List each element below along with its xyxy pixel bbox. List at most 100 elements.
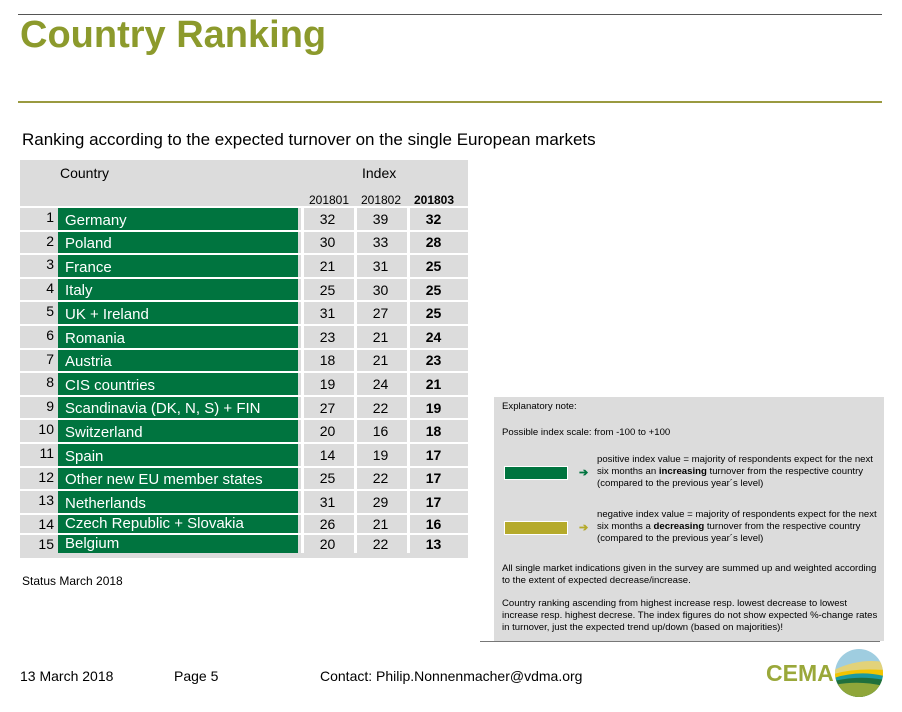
country-name: Other new EU member states: [58, 467, 298, 490]
index-value: 27: [354, 302, 404, 324]
index-value: 24: [354, 373, 404, 395]
index-value: 13: [407, 534, 457, 553]
country-name: Poland: [58, 231, 298, 254]
arrow-right-icon: ➔: [579, 522, 589, 534]
index-value: 21: [301, 255, 351, 277]
rank: 5: [46, 303, 54, 320]
index-value: 28: [407, 231, 457, 254]
index-value: 17: [407, 491, 457, 513]
rank: 11: [39, 445, 54, 461]
explanatory-note: Explanatory note: Possible index scale: …: [494, 397, 884, 641]
index-header: Index: [362, 165, 397, 181]
index-value: 31: [354, 255, 404, 277]
index-value: 39: [354, 208, 404, 230]
period-header: 201801: [308, 193, 350, 207]
country-name: Scandinavia (DK, N, S) + FIN: [58, 396, 298, 419]
footer-date: 13 March 2018: [20, 668, 114, 684]
country-name: Spain: [58, 444, 298, 466]
index-value: 25: [407, 278, 457, 301]
country-name: Belgium: [58, 534, 298, 553]
index-value: 22: [354, 467, 404, 490]
country-name: CIS countries: [58, 373, 298, 395]
table-row: 8 CIS countries 19 24 21: [20, 371, 468, 395]
table-row: 7 Austria 18 21 23: [20, 347, 468, 372]
index-value: 16: [354, 420, 404, 442]
index-value: 23: [407, 349, 457, 372]
index-value: 19: [301, 373, 351, 395]
rank: 3: [46, 256, 54, 273]
country-header: Country: [60, 165, 110, 181]
note-positive: positive index value = majority of respo…: [597, 454, 873, 489]
table-row: 3 France 21 31 25: [20, 253, 468, 277]
table-row: 13 Netherlands 31 29 17: [20, 489, 468, 513]
table-row: 5 UK + Ireland 31 27 25: [20, 300, 468, 324]
country-name: France: [58, 255, 298, 277]
rank: 13: [38, 492, 54, 509]
table-row: 9 Scandinavia (DK, N, S) + FIN 27 22 19: [20, 394, 468, 419]
table-row: 6 Romania 23 21 24: [20, 324, 468, 348]
rank: 6: [46, 327, 54, 343]
index-value: 25: [301, 278, 351, 301]
footer-page: Page 5: [174, 668, 219, 684]
rank: 7: [46, 350, 54, 367]
index-value: 32: [301, 208, 351, 230]
arrow-right-icon: ➔: [579, 467, 589, 479]
index-value: 19: [407, 396, 457, 419]
country-name: Germany: [58, 208, 298, 230]
note-heading: Explanatory note:: [502, 401, 577, 412]
note-negative: negative index value = majority of respo…: [597, 509, 877, 544]
index-value: 33: [354, 231, 404, 254]
index-value: 25: [301, 467, 351, 490]
country-name: Switzerland: [58, 420, 298, 442]
index-value: 24: [407, 326, 457, 348]
index-value: 31: [301, 302, 351, 324]
index-value: 18: [407, 420, 457, 442]
table-row: 4 Italy 25 30 25: [20, 276, 468, 301]
index-value: 14: [301, 444, 351, 466]
rank: 9: [46, 397, 54, 414]
top-divider: [18, 14, 882, 15]
country-name: Netherlands: [58, 491, 298, 513]
index-value: 21: [407, 373, 457, 395]
index-value: 22: [354, 396, 404, 419]
index-value: 21: [354, 349, 404, 372]
index-value: 25: [407, 302, 457, 324]
status-text: Status March 2018: [22, 574, 123, 588]
page-title: Country Ranking: [20, 14, 327, 56]
table-row: 1 Germany 32 39 32: [20, 206, 468, 230]
table-row: 11 Spain 14 19 17: [20, 442, 468, 466]
index-value: 30: [354, 278, 404, 301]
index-value: 31: [301, 491, 351, 513]
table-row: 15 Belgium 20 22 13: [20, 532, 468, 553]
country-name: Romania: [58, 326, 298, 348]
index-value: 21: [354, 514, 404, 533]
index-value: 21: [354, 326, 404, 348]
rank: 4: [46, 279, 54, 296]
country-name: Czech Republic + Slovakia: [58, 514, 298, 533]
table-row: 10 Switzerland 20 16 18: [20, 418, 468, 442]
positive-swatch: [504, 466, 568, 480]
negative-swatch: [504, 521, 568, 535]
table-row: 14 Czech Republic + Slovakia 26 21 16: [20, 512, 468, 533]
index-value: 32: [407, 208, 457, 230]
title-divider: [18, 101, 882, 103]
footer-contact: Contact: Philip.Nonnenmacher@vdma.org: [320, 668, 583, 684]
index-value: 22: [354, 534, 404, 553]
rank: 12: [38, 468, 54, 485]
country-name: UK + Ireland: [58, 302, 298, 324]
logo-globe-icon: [835, 649, 883, 697]
table-row: 12 Other new EU member states 25 22 17: [20, 465, 468, 490]
index-value: 16: [407, 514, 457, 533]
table-row: 2 Poland 30 33 28: [20, 229, 468, 254]
rank: 8: [46, 374, 54, 391]
note-ranking: Country ranking ascending from highest i…: [502, 598, 878, 633]
index-value: 29: [354, 491, 404, 513]
bottom-divider: [480, 641, 880, 642]
rank: 10: [38, 421, 54, 438]
subtitle: Ranking according to the expected turnov…: [22, 130, 596, 149]
country-name: Austria: [58, 349, 298, 372]
period-header: 201802: [360, 193, 402, 207]
rank: 15: [38, 535, 54, 552]
rank: 1: [46, 209, 54, 225]
note-summed: All single market indications given in t…: [502, 563, 877, 586]
